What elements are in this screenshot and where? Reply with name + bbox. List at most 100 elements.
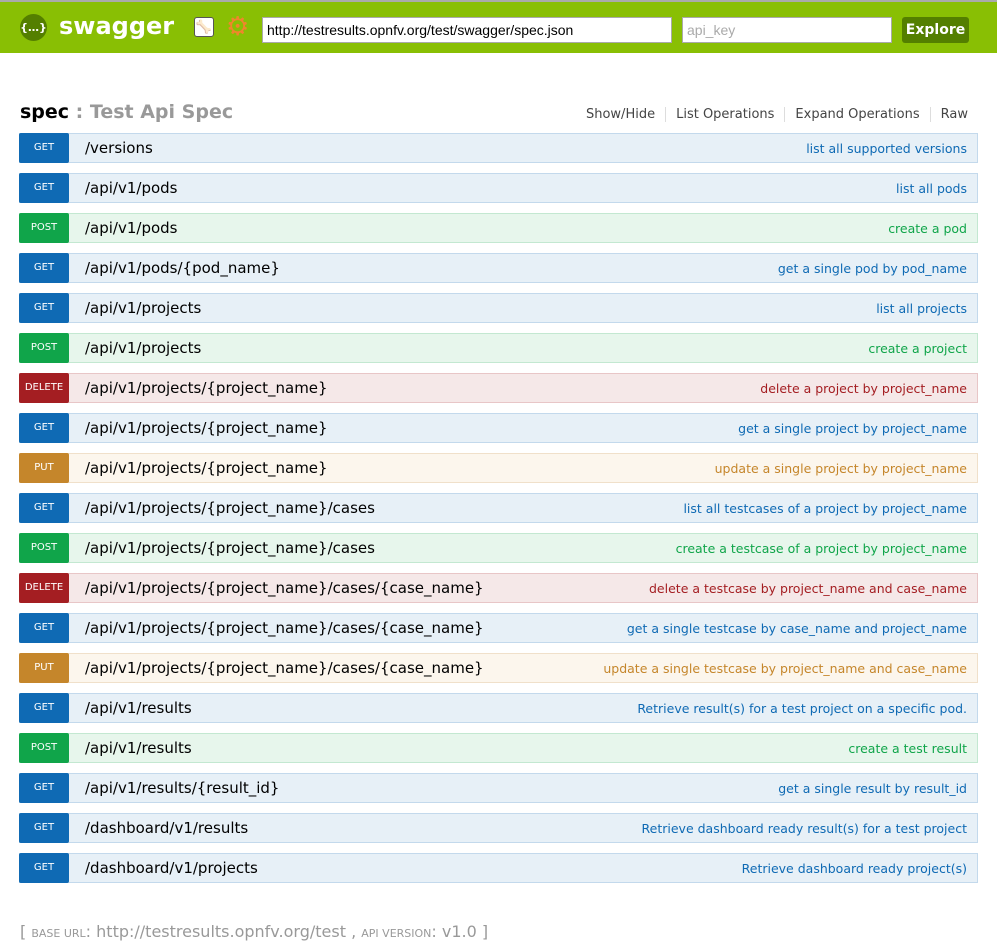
operation-summary[interactable]: create a test result: [848, 741, 967, 756]
operation-path[interactable]: /api/v1/projects/{project_name}: [85, 459, 328, 477]
operation-summary[interactable]: Retrieve dashboard ready result(s) for a…: [641, 821, 967, 836]
method-badge[interactable]: POST: [19, 333, 69, 363]
method-badge[interactable]: GET: [19, 253, 69, 283]
operation-path[interactable]: /api/v1/projects/{project_name}/cases: [85, 499, 375, 517]
bracket: ]: [481, 922, 489, 941]
operation-row[interactable]: GET/versions list all supported versions: [19, 133, 978, 163]
method-badge[interactable]: DELETE: [19, 573, 69, 603]
operation-row[interactable]: POST/api/v1/pods create a pod: [19, 213, 978, 243]
method-badge[interactable]: GET: [19, 773, 69, 803]
method-badge[interactable]: GET: [19, 693, 69, 723]
method-badge[interactable]: GET: [19, 133, 69, 163]
operation-path[interactable]: /api/v1/projects/{project_name}: [85, 419, 328, 437]
operation-summary[interactable]: list all projects: [876, 301, 967, 316]
operation-summary[interactable]: get a single pod by pod_name: [777, 261, 967, 276]
operation-path[interactable]: /api/v1/projects/{project_name}/cases: [85, 539, 375, 557]
method-badge[interactable]: GET: [19, 613, 69, 643]
operation-path[interactable]: /api/v1/results/{result_id}: [85, 779, 280, 797]
operation-summary[interactable]: get a single project by project_name: [738, 421, 967, 436]
operation-path[interactable]: /api/v1/results: [85, 739, 192, 757]
top-bar: {…} swagger 🦴 ⚙ Explore: [0, 0, 997, 53]
list-operations-link[interactable]: List Operations: [666, 107, 786, 122]
resource-description: : Test Api Spec: [69, 101, 234, 123]
bone-icon[interactable]: 🦴: [194, 17, 214, 37]
operation-path[interactable]: /api/v1/pods: [85, 179, 178, 197]
operation-path[interactable]: /dashboard/v1/projects: [85, 859, 258, 877]
bracket: [: [20, 922, 27, 941]
operation-row[interactable]: GET/api/v1/projects list all projects: [19, 293, 978, 323]
operation-row[interactable]: GET/api/v1/projects/{project_name} get a …: [19, 413, 978, 443]
operation-path[interactable]: /api/v1/projects: [85, 339, 202, 357]
method-badge[interactable]: POST: [19, 733, 69, 763]
method-badge[interactable]: PUT: [19, 453, 69, 483]
operation-row[interactable]: GET/api/v1/results/{result_id} get a sing…: [19, 773, 978, 803]
gear-icon[interactable]: ⚙: [226, 12, 250, 42]
swagger-logo-icon[interactable]: {…}: [20, 14, 47, 41]
operation-row[interactable]: GET/dashboard/v1/results Retrieve dashboa…: [19, 813, 978, 843]
method-badge[interactable]: GET: [19, 293, 69, 323]
operation-row[interactable]: DELETE/api/v1/projects/{project_name}/ca…: [19, 573, 978, 603]
operation-row[interactable]: POST/api/v1/projects create a project: [19, 333, 978, 363]
operation-row[interactable]: DELETE/api/v1/projects/{project_name} del…: [19, 373, 978, 403]
base-url-label: base url: [31, 927, 86, 940]
operation-summary[interactable]: get a single result by result_id: [778, 781, 967, 796]
swagger-logo-text[interactable]: swagger: [59, 12, 175, 40]
operation-summary[interactable]: list all pods: [896, 181, 967, 196]
operation-row[interactable]: GET/dashboard/v1/projects Retrieve dashbo…: [19, 853, 978, 883]
operation-row[interactable]: POST/api/v1/projects/{project_name}/case…: [19, 533, 978, 563]
operation-summary[interactable]: list all supported versions: [806, 141, 967, 156]
method-badge[interactable]: POST: [19, 533, 69, 563]
operation-row[interactable]: GET/api/v1/pods/{pod_name} get a single p…: [19, 253, 978, 283]
api-version-value: v1.0: [441, 922, 477, 941]
resource-title[interactable]: spec : Test Api Spec: [20, 101, 233, 123]
operation-summary[interactable]: update a single testcase by project_name…: [603, 661, 967, 676]
operation-summary[interactable]: list all testcases of a project by proje…: [683, 501, 967, 516]
method-badge[interactable]: GET: [19, 813, 69, 843]
api-title: Test Api Spec: [89, 101, 234, 123]
method-badge[interactable]: GET: [19, 853, 69, 883]
operation-row[interactable]: GET/api/v1/projects/{project_name}/cases…: [19, 493, 978, 523]
operation-summary[interactable]: Retrieve result(s) for a test project on…: [637, 701, 967, 716]
method-badge[interactable]: GET: [19, 413, 69, 443]
operation-path[interactable]: /api/v1/projects/{project_name}/cases/{c…: [85, 579, 484, 597]
operation-path[interactable]: /api/v1/projects/{project_name}/cases/{c…: [85, 619, 484, 637]
show-hide-link[interactable]: Show/Hide: [576, 107, 667, 122]
operation-row[interactable]: PUT/api/v1/projects/{project_name}/cases…: [19, 653, 978, 683]
resource-actions: Show/Hide List Operations Expand Operati…: [576, 107, 978, 122]
operation-summary[interactable]: create a project: [868, 341, 967, 356]
api-version-label: api version: [361, 927, 432, 940]
method-badge[interactable]: DELETE: [19, 373, 69, 403]
operation-summary[interactable]: create a testcase of a project by projec…: [675, 541, 967, 556]
operation-row[interactable]: PUT/api/v1/projects/{project_name} update…: [19, 453, 978, 483]
operation-summary[interactable]: create a pod: [888, 221, 967, 236]
explore-button[interactable]: Explore: [902, 17, 969, 43]
operation-path[interactable]: /api/v1/projects: [85, 299, 202, 317]
operation-summary[interactable]: update a single project by project_name: [714, 461, 967, 476]
footer-info: [ base url: http://testresults.opnfv.org…: [20, 922, 489, 941]
separator: ,: [351, 922, 357, 941]
spec-url-input[interactable]: [262, 17, 672, 43]
operation-summary[interactable]: Retrieve dashboard ready project(s): [741, 861, 967, 876]
operation-row[interactable]: POST/api/v1/results create a test result: [19, 733, 978, 763]
method-badge[interactable]: PUT: [19, 653, 69, 683]
expand-operations-link[interactable]: Expand Operations: [785, 107, 931, 122]
resource-name[interactable]: spec: [20, 101, 70, 123]
method-badge[interactable]: GET: [19, 493, 69, 523]
operation-path[interactable]: /api/v1/pods/{pod_name}: [85, 259, 280, 277]
operation-path[interactable]: /api/v1/projects/{project_name}: [85, 379, 328, 397]
operation-path[interactable]: /api/v1/results: [85, 699, 192, 717]
operation-path[interactable]: /versions: [85, 139, 153, 157]
method-badge[interactable]: POST: [19, 213, 69, 243]
operation-summary[interactable]: delete a testcase by project_name and ca…: [649, 581, 967, 596]
operation-path[interactable]: /dashboard/v1/results: [85, 819, 249, 837]
operation-summary[interactable]: get a single testcase by case_name and p…: [626, 621, 967, 636]
api-key-input[interactable]: [682, 17, 892, 43]
operation-path[interactable]: /api/v1/pods: [85, 219, 178, 237]
operation-row[interactable]: GET/api/v1/projects/{project_name}/cases…: [19, 613, 978, 643]
operation-row[interactable]: GET/api/v1/pods list all pods: [19, 173, 978, 203]
method-badge[interactable]: GET: [19, 173, 69, 203]
operation-row[interactable]: GET/api/v1/results Retrieve result(s) for…: [19, 693, 978, 723]
operation-path[interactable]: /api/v1/projects/{project_name}/cases/{c…: [85, 659, 484, 677]
operation-summary[interactable]: delete a project by project_name: [760, 381, 967, 396]
raw-link[interactable]: Raw: [940, 107, 968, 122]
